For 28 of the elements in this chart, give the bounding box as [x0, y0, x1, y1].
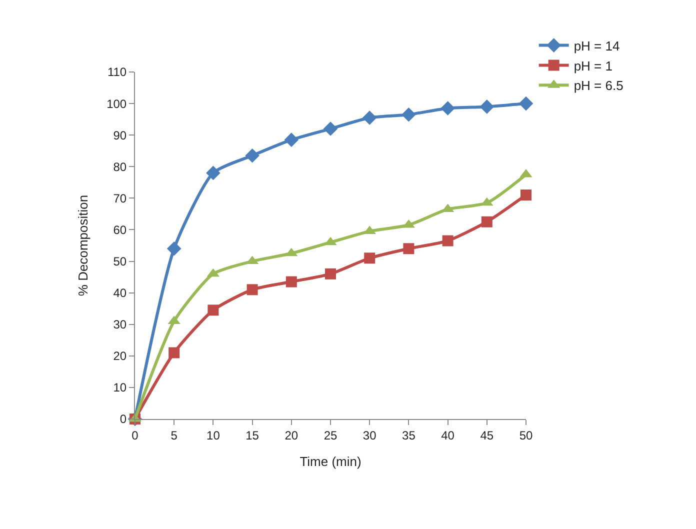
y-tick-label: 40 — [113, 286, 127, 300]
y-tick-label: 110 — [107, 65, 127, 80]
y-tick-label: 80 — [113, 160, 127, 174]
y-tick-label: 30 — [113, 318, 127, 332]
y-tick-label: 70 — [113, 191, 127, 206]
y-axis-title: % Decomposition — [76, 194, 91, 296]
x-tick-label: 30 — [362, 428, 377, 442]
legend-label: pH = 1 — [574, 58, 612, 74]
x-tick-label: 15 — [246, 428, 260, 442]
x-tick-label: 5 — [170, 428, 178, 442]
x-tick-label: 20 — [284, 428, 298, 442]
x-tick-label: 50 — [519, 428, 533, 442]
y-tick-label: 20 — [113, 349, 127, 364]
y-tick-label: 0 — [120, 412, 127, 426]
x-tick-label: 45 — [480, 428, 494, 442]
x-tick-label: 0 — [132, 428, 139, 442]
y-tick-label: 10 — [113, 380, 127, 395]
legend-label: pH = 6.5 — [574, 78, 624, 94]
x-tick-label: 10 — [206, 428, 220, 442]
x-axis-title: Time (min) — [300, 454, 362, 469]
y-tick-label: 60 — [113, 222, 127, 237]
x-tick-label: 35 — [402, 428, 416, 442]
legend-label: pH = 14 — [574, 38, 620, 54]
x-tick-label: 40 — [441, 428, 455, 442]
x-tick-label: 25 — [324, 428, 338, 442]
y-tick-label: 90 — [113, 128, 127, 142]
y-tick-label: 50 — [113, 254, 127, 268]
y-tick-label: 100 — [106, 96, 127, 111]
